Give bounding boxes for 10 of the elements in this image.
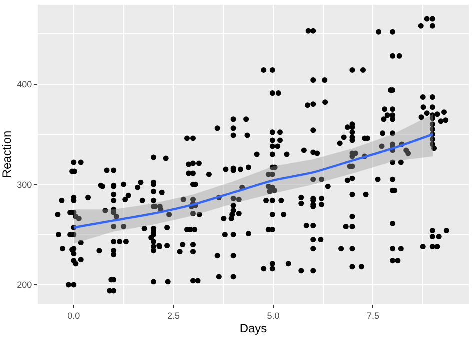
y-tick-label: 400 [17, 79, 32, 90]
y-axis-title: Reaction [0, 130, 14, 178]
x-tick-label: 0.0 [68, 310, 80, 321]
x-axis-title: Days [240, 322, 268, 336]
x-tick-label: 7.5 [366, 310, 380, 321]
x-tick-label: 2.5 [167, 310, 180, 321]
y-tick-label: 300 [17, 180, 32, 190]
y-tick-label: 200 [17, 280, 32, 290]
x-tick-label: 5.0 [267, 310, 280, 321]
line-series [72, 133, 434, 229]
